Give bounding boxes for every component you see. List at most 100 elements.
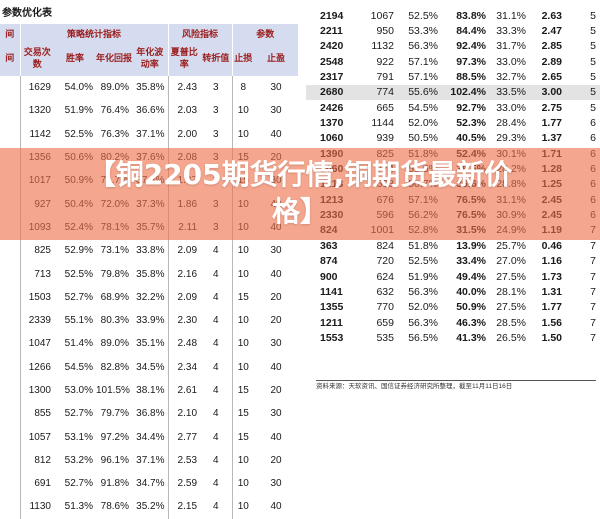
table-cell: 4 bbox=[200, 332, 233, 356]
table-cell: 4 bbox=[200, 262, 233, 286]
table-cell: 91.8% bbox=[100, 478, 129, 490]
table-cell: 92.4% bbox=[456, 40, 486, 53]
table-row: 1553 535 56.5% 41.3% 26.5% 1.50 7 bbox=[306, 330, 600, 345]
table-cell: 34.5% bbox=[132, 355, 169, 379]
table-cell: 51.3% bbox=[64, 501, 93, 513]
table-cell: 83.8% bbox=[456, 9, 486, 22]
table-cell: 874 bbox=[320, 255, 338, 268]
table-cell: 54.5% bbox=[64, 361, 93, 373]
table-cell: 2.48 bbox=[177, 338, 198, 350]
table-cell: 33.9% bbox=[132, 308, 169, 333]
table-cell: 52.5% bbox=[64, 268, 93, 280]
headline-text: 【铜2205期货行情,铜期货最新价 格】 bbox=[0, 156, 600, 230]
table-cell: 2420 bbox=[320, 40, 344, 53]
table-cell: 3.00 bbox=[530, 84, 566, 101]
table-cell: 30 bbox=[270, 245, 282, 257]
table-cell: 38.1% bbox=[132, 378, 169, 403]
table-cell: 632 bbox=[376, 285, 394, 298]
table-cell: 20 bbox=[270, 315, 282, 327]
table-cell: 51.9% bbox=[64, 105, 93, 117]
table-row: 1047 51.4% 89.0% 35.1% 2.48 4 10 30 bbox=[0, 332, 298, 356]
table-cell bbox=[0, 308, 21, 333]
table-cell: 7 bbox=[590, 270, 596, 283]
table-cell: 950 bbox=[376, 25, 394, 38]
table-row: 2211 950 53.3% 84.4% 33.3% 2.47 5 bbox=[306, 23, 600, 38]
table-cell: 2.85 bbox=[541, 40, 562, 53]
table-cell: 4 bbox=[200, 285, 233, 309]
table-cell: 2.75 bbox=[541, 101, 562, 114]
table-cell: 10 bbox=[237, 478, 249, 490]
table-cell: 50.9% bbox=[456, 301, 486, 314]
table-cell: 1141 bbox=[320, 285, 343, 298]
table-cell: 1211 bbox=[320, 316, 343, 329]
table-row: 713 52.5% 79.8% 35.8% 2.16 4 10 40 bbox=[0, 262, 298, 286]
table-cell: 31.1% bbox=[496, 9, 526, 22]
table-cell: 80.3% bbox=[100, 315, 129, 327]
table-cell: 4 bbox=[200, 308, 233, 333]
table-cell bbox=[0, 285, 21, 309]
table-cell: 2.00 bbox=[177, 128, 198, 140]
table-cell: 82.8% bbox=[100, 361, 129, 373]
table-row: 1503 52.7% 68.9% 32.2% 2.09 4 15 20 bbox=[0, 285, 298, 309]
group-header: 参数 bbox=[232, 24, 299, 42]
table-cell: 52.0% bbox=[408, 301, 438, 314]
table-cell: 30 bbox=[270, 408, 282, 420]
table-cell: 10 bbox=[237, 105, 249, 117]
table-cell: 6 bbox=[590, 132, 596, 145]
table-cell: 97.2% bbox=[100, 431, 129, 443]
table-cell: 659 bbox=[376, 316, 394, 329]
table-cell: 3 bbox=[200, 122, 233, 146]
table-cell: 10 bbox=[237, 501, 249, 513]
table-cell: 50.5% bbox=[408, 132, 438, 145]
table-cell: 40 bbox=[270, 128, 282, 140]
table-row: 691 52.7% 91.8% 34.7% 2.59 4 10 30 bbox=[0, 472, 298, 496]
group-header: 风险指标 bbox=[168, 24, 233, 42]
table-cell: 2.47 bbox=[541, 25, 562, 38]
table-cell: 2.15 bbox=[177, 501, 198, 513]
column-header: 转折值 bbox=[200, 42, 233, 76]
table-cell bbox=[0, 99, 21, 123]
table-cell: 2426 bbox=[320, 101, 344, 114]
table-cell: 825 bbox=[34, 245, 51, 257]
table-cell: 1130 bbox=[29, 501, 51, 513]
table-cell: 52.7% bbox=[64, 408, 93, 420]
column-header-row: 间交易次数 胜率 年化回报 年化波动率 夏普比率 转折值 止损 止盈 bbox=[0, 42, 299, 76]
table-cell: 1629 bbox=[28, 82, 51, 94]
table-cell: 15 bbox=[237, 385, 249, 396]
table-cell: 89.0% bbox=[100, 82, 129, 94]
table-cell: 57.1% bbox=[408, 71, 438, 84]
table-cell: 35.2% bbox=[132, 495, 169, 519]
table-cell: 26.5% bbox=[496, 331, 526, 344]
table-row: 855 52.7% 79.7% 36.8% 2.10 4 15 30 bbox=[0, 402, 298, 426]
table-cell: 52.7% bbox=[64, 291, 93, 303]
table-cell: 10 bbox=[237, 315, 249, 327]
table-cell: 1355 bbox=[320, 301, 344, 314]
table-cell: 27.0% bbox=[496, 255, 526, 268]
table-cell: 28.4% bbox=[496, 117, 526, 130]
group-header: 策略统计指标 bbox=[20, 24, 169, 42]
table-cell: 5 bbox=[590, 55, 596, 68]
table-cell: 10 bbox=[237, 454, 249, 466]
table-cell: 56.3% bbox=[408, 285, 438, 298]
table-cell: 2339 bbox=[28, 315, 51, 327]
table-cell: 10 bbox=[237, 338, 249, 350]
table-cell: 36.6% bbox=[132, 99, 169, 123]
table-cell: 791 bbox=[376, 71, 394, 84]
table-cell: 900 bbox=[320, 270, 338, 283]
table-cell: 25.7% bbox=[496, 239, 526, 252]
table-cell: 51.8% bbox=[408, 239, 438, 252]
table-row: 1130 51.3% 78.6% 35.2% 2.15 4 10 40 bbox=[0, 495, 298, 519]
table-cell: 89.0% bbox=[100, 338, 129, 350]
table-cell: 4 bbox=[200, 448, 233, 473]
table-cell: 7 bbox=[590, 255, 596, 268]
table-cell: 5 bbox=[590, 25, 596, 38]
table-cell bbox=[0, 332, 21, 356]
column-header: 年化波动率 bbox=[132, 42, 169, 76]
table-cell: 34.4% bbox=[132, 425, 169, 449]
table-cell bbox=[0, 448, 21, 473]
table-cell: 36.8% bbox=[132, 402, 169, 426]
table-cell: 13.9% bbox=[456, 239, 486, 252]
table-row: 1320 51.9% 76.4% 36.6% 2.03 3 10 30 bbox=[0, 99, 298, 123]
table-row: 1057 53.1% 97.2% 34.4% 2.77 4 15 40 bbox=[0, 425, 298, 449]
table-cell: 30 bbox=[270, 82, 282, 94]
